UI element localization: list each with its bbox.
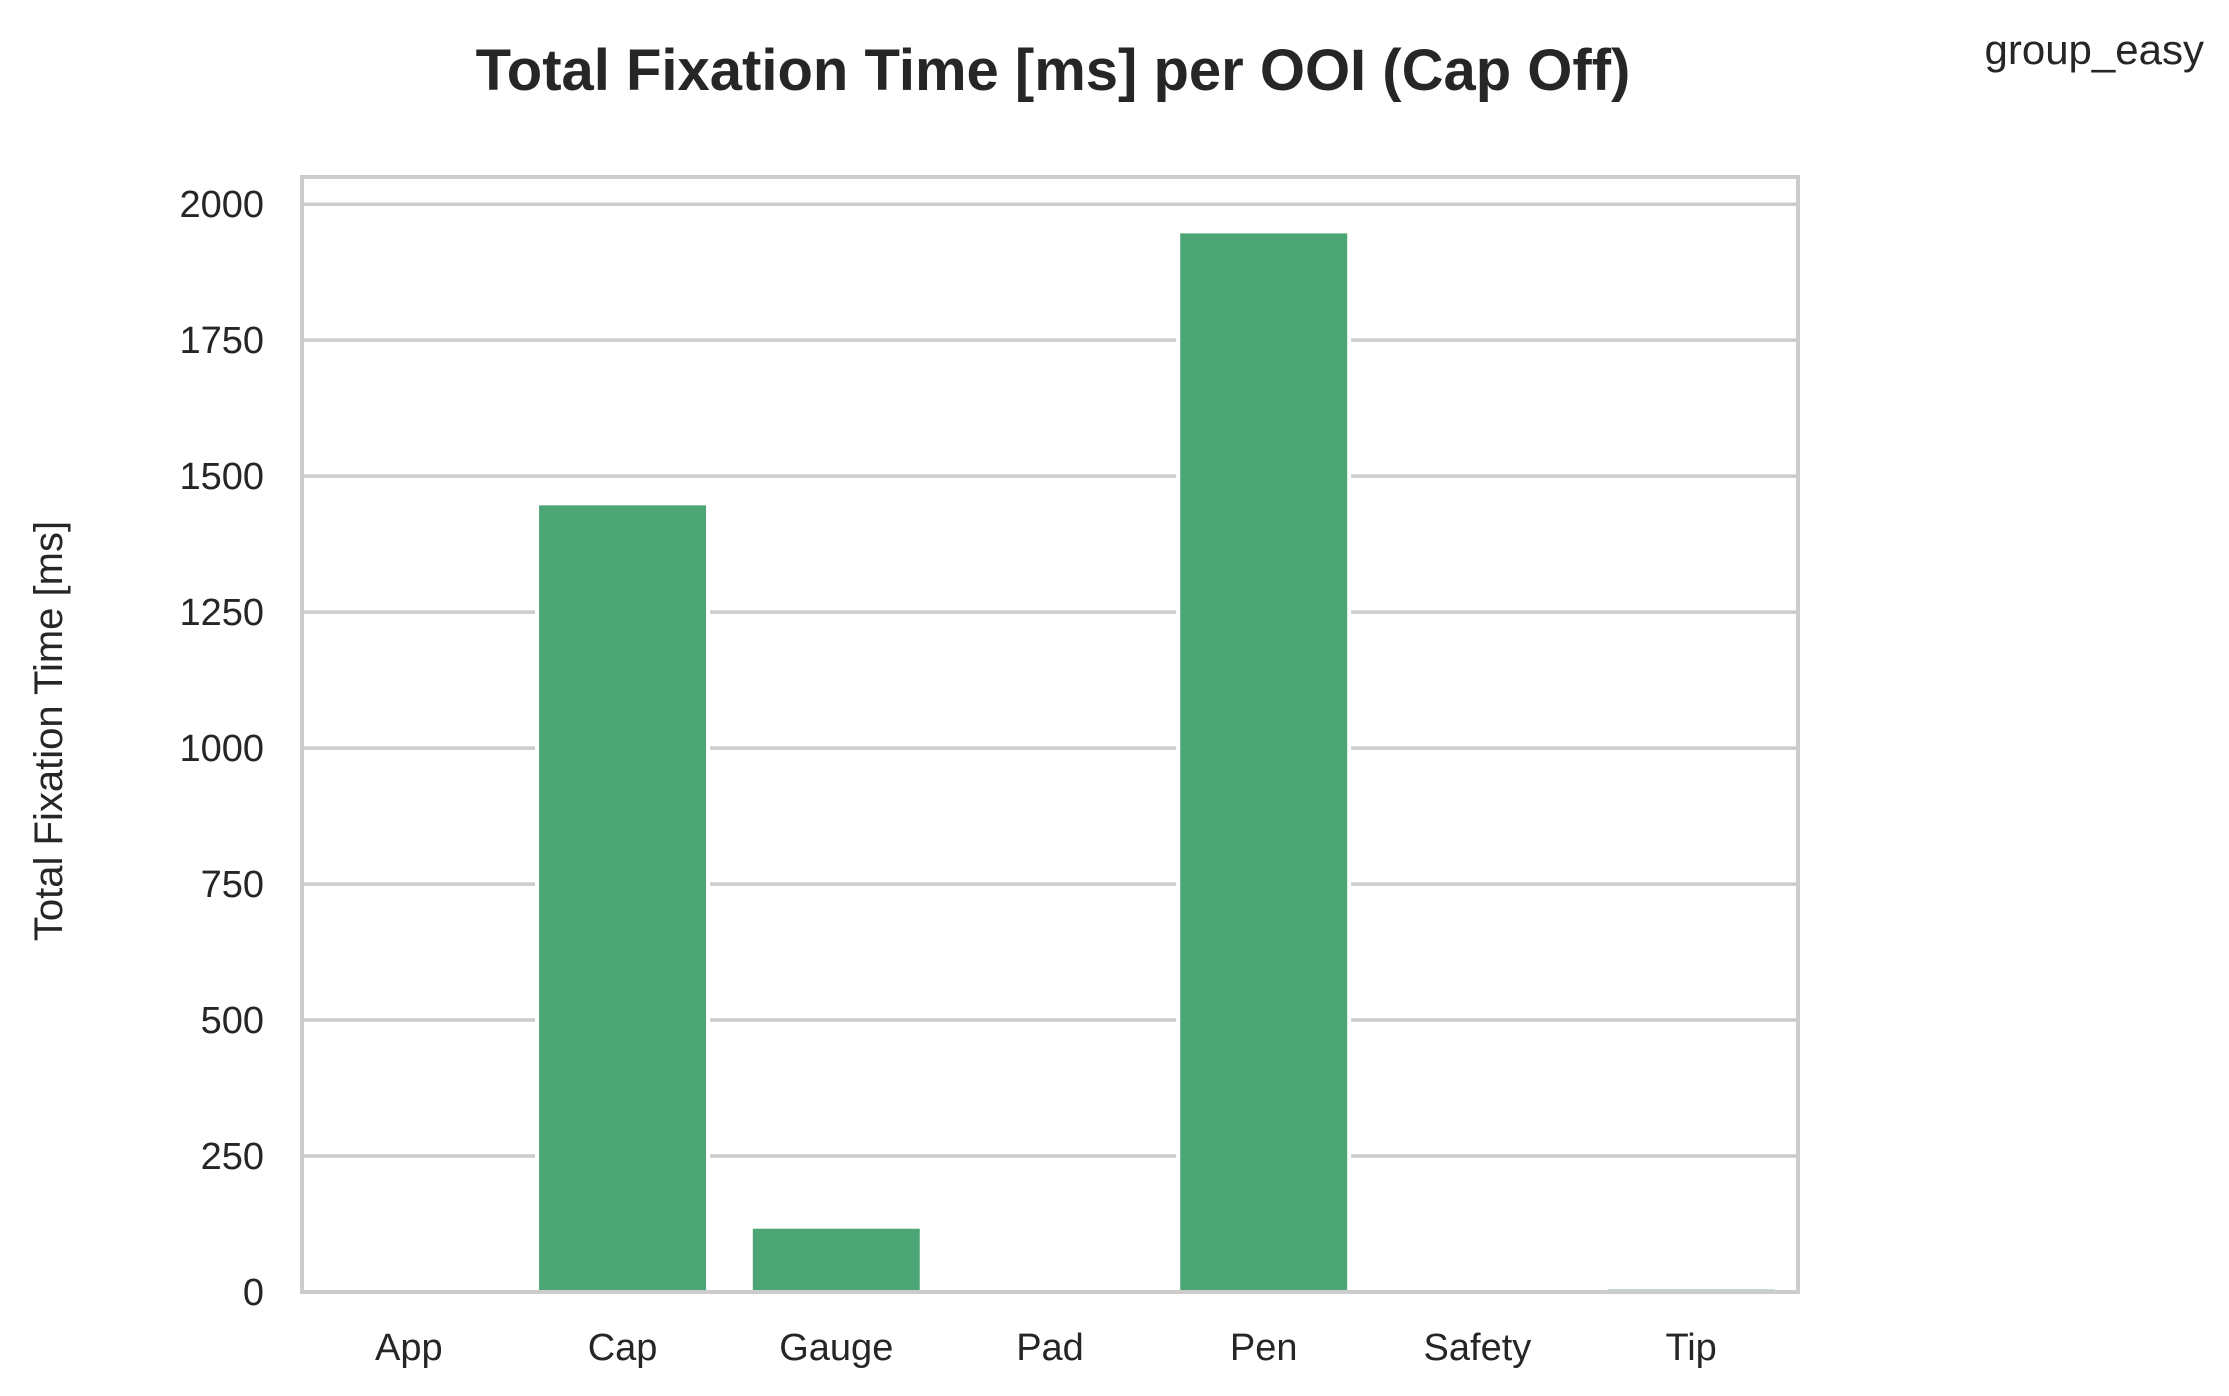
x-tick-label: Safety — [1424, 1327, 1532, 1369]
legend-label: group_easy — [1985, 26, 2205, 73]
bar-cap — [535, 501, 711, 1294]
x-tick-labels: App Cap Gauge Pad Pen Safety Tip — [375, 1327, 1717, 1369]
y-tick-label: 0 — [243, 1272, 264, 1314]
x-tick-label: Pen — [1230, 1327, 1298, 1369]
y-tick-label: 1500 — [179, 456, 264, 498]
x-tick-label: Pad — [1016, 1327, 1084, 1369]
x-tick-label: App — [375, 1327, 443, 1369]
y-tick-label: 1000 — [179, 728, 264, 770]
y-tick-label: 750 — [201, 864, 264, 906]
y-tick-labels: 0 250 500 750 1000 1250 1500 1750 2000 — [179, 184, 264, 1314]
y-tick-label: 250 — [201, 1136, 264, 1178]
x-tick-label: Gauge — [779, 1327, 893, 1369]
bar-pen — [1176, 229, 1352, 1294]
y-tick-label: 500 — [201, 1000, 264, 1042]
x-tick-label: Tip — [1665, 1327, 1716, 1369]
plot-frame — [300, 175, 1800, 1294]
chart-title: Total Fixation Time [ms] per OOI (Cap Of… — [476, 38, 1631, 103]
x-tick-label: Cap — [588, 1327, 658, 1369]
bars — [535, 229, 1779, 1295]
plot-frame-rect — [300, 175, 1800, 1294]
y-tick-label: 1750 — [179, 320, 264, 362]
y-axis-label: Total Fixation Time [ms] — [27, 521, 71, 941]
bar-gauge — [748, 1224, 924, 1294]
y-tick-label: 2000 — [179, 184, 264, 226]
y-tick-label: 1250 — [179, 592, 264, 634]
